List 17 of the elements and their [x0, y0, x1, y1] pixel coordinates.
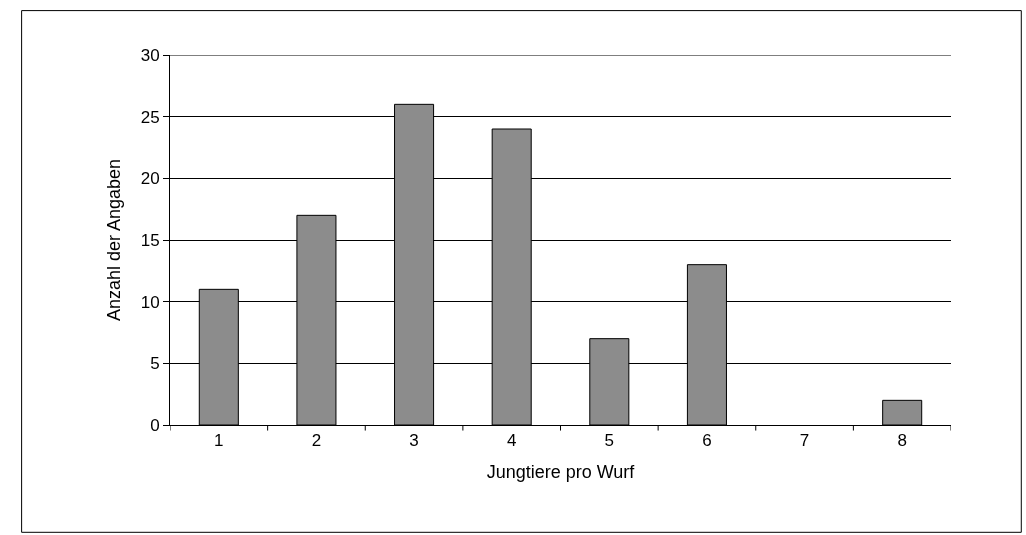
- y-tick-label: 20: [140, 169, 160, 189]
- y-tick-label: 25: [140, 107, 160, 127]
- x-tick-label: 7: [799, 431, 810, 451]
- x-axis-title: Jungtiere pro Wurf: [486, 461, 636, 482]
- y-tick-label: 10: [140, 292, 160, 312]
- y-tick-label: 15: [140, 230, 160, 250]
- x-tick-label: 1: [214, 431, 224, 451]
- y-tick-label: 0: [150, 415, 160, 435]
- x-tick-label: 5: [604, 431, 615, 451]
- x-tick-label: 6: [702, 431, 712, 451]
- x-tick-label: 2: [311, 431, 322, 451]
- x-tick-label: 4: [506, 431, 517, 451]
- y-tick-label: 30: [140, 45, 160, 65]
- y-tick-label: 5: [150, 354, 160, 374]
- y-axis-title: Anzahl der Angaben: [103, 158, 124, 322]
- x-tick-label: 3: [409, 431, 419, 451]
- x-tick-label: 8: [897, 431, 907, 451]
